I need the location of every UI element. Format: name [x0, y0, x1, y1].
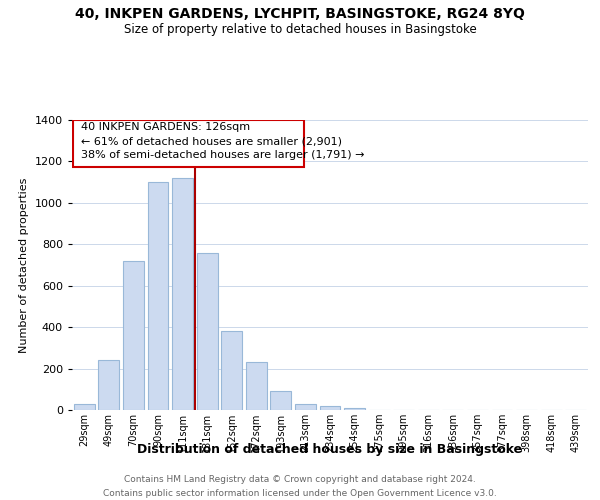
- Text: Contains HM Land Registry data © Crown copyright and database right 2024.
Contai: Contains HM Land Registry data © Crown c…: [103, 476, 497, 498]
- FancyBboxPatch shape: [73, 120, 304, 166]
- Bar: [197, 252, 218, 410]
- Text: Distribution of detached houses by size in Basingstoke: Distribution of detached houses by size …: [137, 442, 523, 456]
- Text: 40, INKPEN GARDENS, LYCHPIT, BASINGSTOKE, RG24 8YQ: 40, INKPEN GARDENS, LYCHPIT, BASINGSTOKE…: [75, 8, 525, 22]
- Bar: [320, 406, 340, 410]
- Bar: [172, 178, 193, 410]
- Text: 40 INKPEN GARDENS: 126sqm
← 61% of detached houses are smaller (2,901)
38% of se: 40 INKPEN GARDENS: 126sqm ← 61% of detac…: [80, 122, 364, 160]
- Bar: [271, 392, 292, 410]
- Bar: [221, 332, 242, 410]
- Y-axis label: Number of detached properties: Number of detached properties: [19, 178, 29, 352]
- Bar: [148, 182, 169, 410]
- Bar: [295, 404, 316, 410]
- Bar: [74, 404, 95, 410]
- Bar: [246, 362, 267, 410]
- Bar: [98, 360, 119, 410]
- Bar: [123, 261, 144, 410]
- Text: Size of property relative to detached houses in Basingstoke: Size of property relative to detached ho…: [124, 22, 476, 36]
- Bar: [344, 408, 365, 410]
